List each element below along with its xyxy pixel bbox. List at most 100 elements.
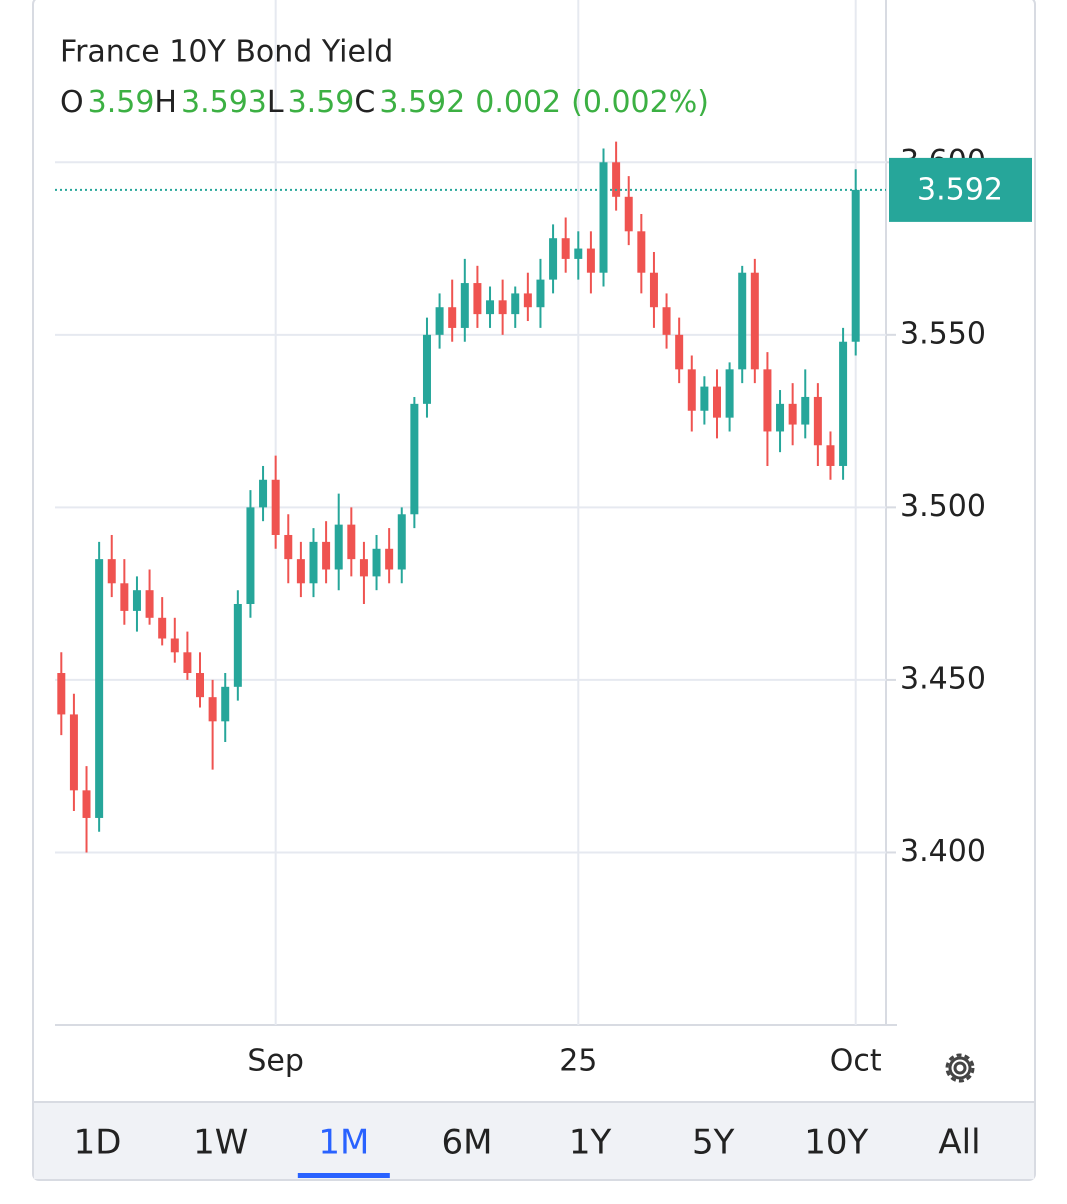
x-tick-label: Oct: [830, 1044, 882, 1079]
candle-body: [788, 403, 797, 425]
candle-body: [586, 248, 595, 273]
candle-body: [120, 583, 129, 611]
candle-body: [473, 283, 482, 315]
tab-bar: [34, 1103, 1034, 1179]
candle-body: [826, 445, 835, 466]
candle-body: [448, 307, 457, 328]
x-tick-label: 25: [559, 1044, 597, 1079]
candle-body: [334, 524, 343, 570]
candle-body: [839, 341, 848, 466]
candle-body: [208, 697, 217, 722]
candle-body: [422, 334, 431, 404]
candle-body: [284, 534, 293, 560]
candle-body: [246, 507, 255, 604]
ohlc-label: O: [60, 85, 84, 120]
candle-body: [700, 386, 709, 411]
candle-body: [460, 283, 469, 328]
ohlc-label: C: [354, 85, 375, 120]
candle-body: [612, 162, 621, 197]
ohlc-label: L: [267, 85, 284, 120]
ohlc-value: 3.592: [379, 85, 465, 120]
range-tab[interactable]: 10Y: [804, 1123, 868, 1163]
last-price-box: [889, 157, 1032, 222]
candle-body: [359, 559, 368, 577]
candle-body: [397, 514, 406, 570]
range-tab[interactable]: 6M: [441, 1123, 492, 1163]
candle-body: [347, 524, 356, 560]
candle-body: [95, 559, 104, 818]
active-tab-indicator: [297, 1173, 390, 1178]
candle-body: [813, 396, 822, 446]
x-tick-label: Sep: [247, 1044, 304, 1079]
candle-body: [385, 548, 394, 570]
candle-body: [435, 307, 444, 335]
ohlc-value: 3.593: [181, 85, 267, 120]
y-tick-label: 3.500: [900, 489, 986, 524]
candle-body: [624, 196, 633, 232]
candle-body: [599, 162, 608, 273]
range-tab[interactable]: 1D: [74, 1123, 122, 1163]
y-tick-label: 3.550: [900, 316, 986, 351]
candle-body: [170, 638, 179, 653]
ohlc-value: 3.59: [88, 85, 155, 120]
candle-body: [712, 386, 721, 418]
range-tabs: 1D 1W 1M 6M 1Y 5Y 10Y All: [74, 1123, 981, 1178]
range-tab[interactable]: 1M: [318, 1123, 369, 1163]
range-tab[interactable]: 5Y: [692, 1123, 735, 1163]
candle-body: [536, 279, 545, 308]
candle-body: [662, 307, 671, 335]
range-tab[interactable]: All: [938, 1123, 980, 1163]
candle-body: [649, 272, 658, 308]
candle-body: [511, 293, 520, 315]
ohlc-change: 0.002: [475, 85, 561, 120]
candle-body: [309, 541, 318, 584]
candle-body: [296, 559, 305, 584]
candle-body: [233, 603, 242, 687]
candle-body: [196, 673, 205, 698]
candle-body: [322, 541, 331, 570]
range-tab[interactable]: 1Y: [569, 1123, 612, 1163]
candle-body: [221, 686, 230, 722]
candle-body: [763, 369, 772, 432]
candle-body: [801, 396, 810, 425]
candle-body: [486, 300, 495, 315]
candle-body: [750, 272, 759, 370]
candle-body: [523, 293, 532, 308]
candle-body: [574, 248, 583, 259]
candle-body: [687, 369, 696, 411]
candle-body: [675, 334, 684, 370]
candle-body: [498, 300, 507, 315]
candle-body: [158, 617, 167, 639]
candle-body: [69, 714, 78, 791]
ohlc-label: H: [154, 85, 177, 120]
settings-icon[interactable]: [945, 1053, 975, 1083]
candle-body: [145, 590, 154, 618]
ohlc-change-percent: (0.002%): [571, 85, 709, 120]
candle-body: [57, 673, 66, 715]
y-tick-label: 3.400: [900, 834, 986, 869]
candle-body: [107, 559, 116, 584]
ohlc-value: 3.59: [288, 85, 355, 120]
card: [32, 0, 1036, 1181]
candles: [57, 141, 860, 853]
candle-body: [637, 231, 646, 273]
candle-body: [561, 238, 570, 259]
range-tab[interactable]: 1W: [193, 1123, 248, 1163]
ohlc-legend: O 3.59H 3.593L 3.59C 3.592 0.002 (0.002%): [60, 85, 709, 120]
candle-body: [725, 369, 734, 418]
candle-body: [82, 790, 91, 818]
chart-title: France 10Y Bond Yield: [60, 35, 393, 70]
candle-body: [259, 479, 268, 508]
candle-body: [738, 272, 747, 370]
candle-body: [271, 479, 280, 535]
y-tick-label: 3.450: [900, 661, 986, 696]
candle-body: [776, 403, 785, 432]
candle-body: [410, 403, 419, 515]
candle-body: [851, 189, 860, 342]
candle-body: [183, 652, 192, 674]
last-price-label: 3.592: [917, 172, 1003, 207]
candle-body: [372, 548, 381, 577]
